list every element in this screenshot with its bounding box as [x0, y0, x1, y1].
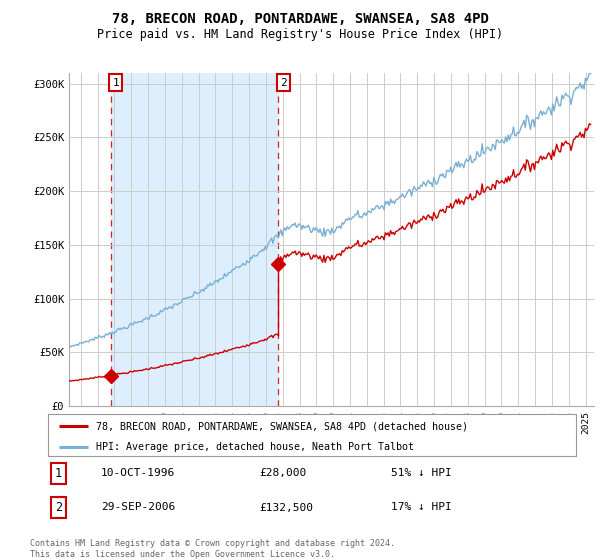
Text: Price paid vs. HM Land Registry's House Price Index (HPI): Price paid vs. HM Land Registry's House … — [97, 28, 503, 41]
Text: 10-OCT-1996: 10-OCT-1996 — [101, 468, 175, 478]
Text: 51% ↓ HPI: 51% ↓ HPI — [391, 468, 452, 478]
Text: Contains HM Land Registry data © Crown copyright and database right 2024.
This d: Contains HM Land Registry data © Crown c… — [30, 539, 395, 559]
Text: 2: 2 — [280, 78, 287, 88]
Text: 78, BRECON ROAD, PONTARDAWE, SWANSEA, SA8 4PD (detached house): 78, BRECON ROAD, PONTARDAWE, SWANSEA, SA… — [95, 421, 467, 431]
Text: £28,000: £28,000 — [259, 468, 307, 478]
Text: 17% ↓ HPI: 17% ↓ HPI — [391, 502, 452, 512]
Text: 29-SEP-2006: 29-SEP-2006 — [101, 502, 175, 512]
Text: 1: 1 — [55, 467, 62, 480]
Text: 78, BRECON ROAD, PONTARDAWE, SWANSEA, SA8 4PD: 78, BRECON ROAD, PONTARDAWE, SWANSEA, SA… — [112, 12, 488, 26]
Text: £132,500: £132,500 — [259, 502, 313, 512]
Bar — [111, 73, 278, 406]
Text: 2: 2 — [55, 501, 62, 514]
Text: HPI: Average price, detached house, Neath Port Talbot: HPI: Average price, detached house, Neat… — [95, 442, 413, 452]
Text: 1: 1 — [112, 78, 119, 88]
